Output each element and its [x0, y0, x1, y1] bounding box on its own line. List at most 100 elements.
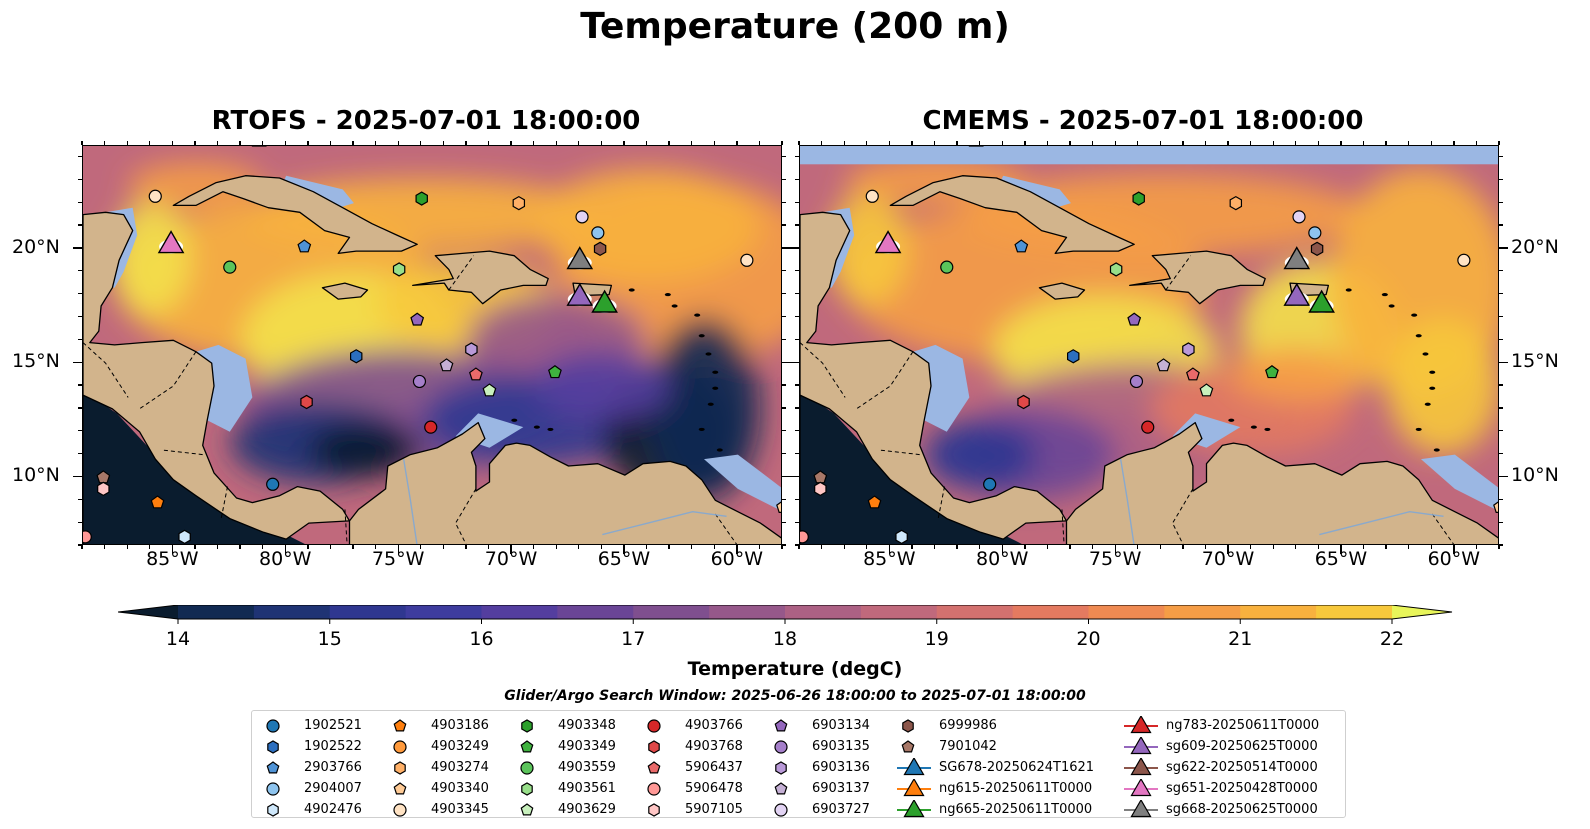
x-tick-mark-top — [487, 141, 490, 145]
colorbar-extend-low — [118, 605, 178, 619]
legend-item: sg622-20250514T0000 — [1124, 757, 1319, 778]
rivers — [1119, 459, 1444, 544]
x-tick-mark — [216, 545, 219, 549]
argo-floats — [800, 189, 1498, 544]
colorbar-tick-label: 18 — [772, 628, 798, 650]
x-tick-mark — [555, 545, 557, 549]
x-tick-mark — [1340, 545, 1342, 554]
x-tick-mark-top — [1046, 141, 1049, 145]
hexagon-marker-icon — [267, 802, 279, 817]
island — [1411, 313, 1418, 317]
colorbar-bin — [178, 605, 255, 619]
legend-item: 1902521 — [262, 715, 362, 736]
legend-item: sg609-20250625T0000 — [1124, 736, 1319, 757]
legend-marker — [393, 739, 407, 754]
x-tick-mark — [1046, 545, 1049, 549]
x-tick-label: 65°W — [1314, 548, 1368, 570]
x-tick-mark — [781, 545, 783, 549]
x-tick-mark — [1362, 545, 1365, 549]
island — [547, 427, 554, 432]
y-tick-mark — [795, 498, 799, 500]
x-tick-mark — [843, 545, 845, 549]
x-tick-mark — [1159, 545, 1161, 549]
x-tick-mark — [691, 545, 693, 549]
hexagon-marker-icon — [775, 760, 787, 775]
x-tick-mark — [1227, 545, 1229, 554]
colorbar-tick-label: 17 — [621, 628, 646, 650]
y-tick-mark — [795, 407, 799, 409]
x-tick-mark — [1024, 545, 1026, 549]
pentagon-marker-icon — [520, 802, 534, 815]
glider-marker-sg651 — [157, 230, 185, 254]
argo-marker-2904007 — [1308, 226, 1322, 240]
border-line — [800, 342, 846, 398]
map-canvas — [800, 146, 1498, 544]
argo-marker-4903768 — [1017, 394, 1030, 410]
legend-marker — [521, 718, 533, 733]
argo-marker-4903766 — [424, 420, 438, 434]
x-tick-mark — [1182, 545, 1184, 549]
y-tick-mark — [78, 178, 82, 180]
legend-marker — [903, 757, 925, 775]
y-tick-mark — [78, 292, 82, 295]
argo-marker-4903349 — [548, 365, 562, 379]
y-tick-mark-right — [782, 270, 786, 272]
temperature-blob — [534, 351, 671, 421]
x-tick-mark — [645, 545, 648, 549]
y-tick-mark-right — [1499, 361, 1508, 363]
argo-marker-2903766 — [297, 239, 312, 253]
legend-label: 5907105 — [685, 802, 743, 817]
legend-label: 4903766 — [685, 718, 743, 733]
colorbar-tick-label: 15 — [317, 628, 342, 650]
argo-marker-4903561 — [392, 262, 406, 277]
y-tick-mark-right — [1499, 155, 1503, 158]
x-tick-mark-top — [194, 141, 196, 145]
x-tick-mark-top — [933, 141, 936, 145]
x-tick-mark-top — [126, 141, 128, 145]
x-tick-mark-top — [239, 141, 241, 145]
x-tick-label: 60°W — [710, 548, 764, 570]
legend-marker — [521, 781, 533, 796]
legend-label: ng783-20250611T0000 — [1166, 718, 1320, 733]
y-tick-mark-right — [1499, 407, 1503, 409]
legend-item: 6999986 — [897, 715, 1094, 736]
y-tick-mark-right — [782, 498, 786, 500]
legend-marker — [1130, 757, 1152, 775]
y-tick-mark-right — [782, 521, 786, 523]
x-tick-mark-top — [645, 141, 648, 145]
y-tick-mark — [795, 452, 799, 455]
border-line — [344, 509, 348, 544]
x-tick-mark-top — [171, 141, 174, 145]
argo-marker-5907105 — [814, 481, 827, 497]
x-tick-mark — [533, 545, 535, 549]
legend-label: 1902522 — [304, 739, 362, 754]
island — [628, 288, 635, 292]
x-tick-label: 85°W — [146, 548, 199, 570]
island — [533, 425, 540, 429]
colorbar-extend-high — [1392, 605, 1452, 619]
argo-marker-4903629 — [482, 383, 497, 397]
country-borders — [83, 255, 738, 544]
x-tick-mark — [442, 545, 444, 549]
x-tick-mark-top — [843, 141, 845, 145]
argo-marker-4903559 — [223, 260, 237, 274]
x-tick-mark — [1091, 545, 1094, 549]
argo-marker-4903345 — [865, 189, 879, 203]
colorbar-bin — [1088, 605, 1165, 619]
legend-marker — [775, 760, 787, 775]
legend-marker — [647, 781, 661, 796]
colorbar-bin — [481, 605, 558, 619]
legend-item: 6903136 — [770, 757, 870, 778]
legend-label: 4903249 — [431, 739, 489, 754]
y-tick-mark-right — [782, 178, 786, 180]
colorbar-bin — [405, 605, 482, 619]
glider-marker-ng665 — [1308, 289, 1335, 313]
legend-item: 4903768 — [643, 736, 743, 757]
legend-label: 4903561 — [558, 781, 616, 796]
argo-marker-6903135 — [412, 374, 427, 389]
border-line — [1172, 488, 1194, 544]
y-tick-mark — [78, 452, 82, 455]
x-tick-mark — [352, 545, 354, 549]
legend-marker — [266, 760, 280, 773]
legend-item: 4903349 — [516, 736, 616, 757]
